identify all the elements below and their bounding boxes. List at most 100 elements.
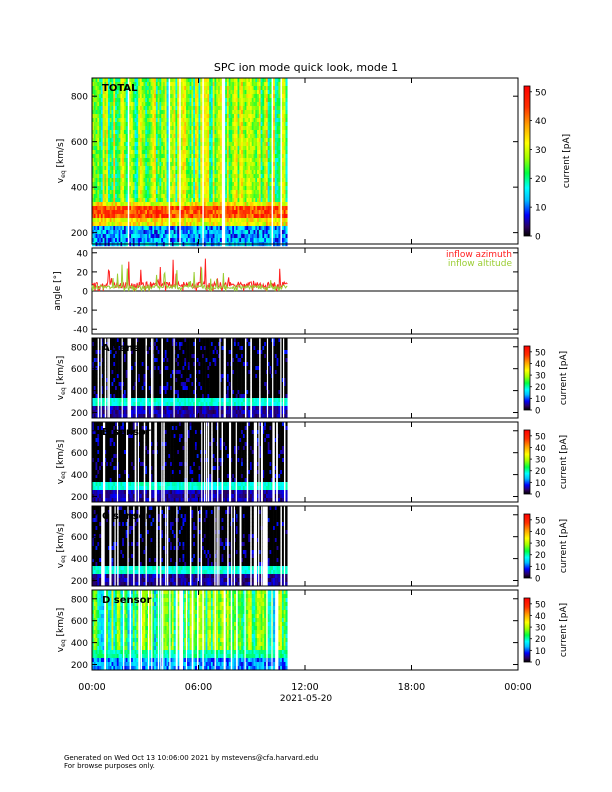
a-panel-cell [111,406,114,411]
total-panel-cell [113,154,116,159]
a-panel-cell [120,354,123,359]
total-panel-cell [138,86,141,91]
a-panel-cell [134,386,137,391]
total-panel-cell [131,102,134,107]
total-panel-cell [191,146,194,151]
total-panel-cell [111,150,114,155]
total-panel-cell [163,194,166,199]
total-panel-cell [131,114,134,119]
total-panel-cell [107,218,111,223]
total-panel-cell [203,130,206,135]
total-panel-cell [120,202,123,207]
total-panel-cell [93,190,96,195]
a-panel-cell [154,398,157,403]
total-panel-cell [115,122,118,127]
total-panel-cell [154,146,157,151]
a-panel-cell [116,402,119,407]
total-panel-cell [93,226,96,231]
total-panel-cell [251,218,254,223]
total-panel-cell [113,90,116,95]
total-panel-cell [134,146,137,151]
total-panel-cell [166,162,169,167]
total-panel-cell [193,182,196,187]
total-panel-cell [106,166,109,171]
total-panel-cell [148,158,151,163]
total-panel-cell [216,182,219,187]
total-panel-cell [251,98,254,103]
a-panel-cell [106,374,109,379]
total-panel-cell [212,138,215,143]
total-panel-cell [264,230,267,235]
total-panel-cell [207,114,210,119]
total-panel-cell [136,230,139,235]
total-panel-cell [207,174,210,179]
total-panel-cell [100,82,103,87]
total-panel-cell [95,134,98,139]
total-panel-cell [200,82,203,87]
total-panel-cell [122,94,125,99]
total-panel-cell [111,222,114,227]
total-panel-cell [239,102,242,107]
total-panel-cell [269,126,272,131]
total-panel-cell [99,158,102,163]
total-panel-cell [184,126,187,131]
total-panel-cell [134,78,137,83]
total-panel-cell [155,226,158,231]
total-panel-cell [136,110,139,115]
total-panel-cell [134,186,137,191]
a-panel-cell [115,338,118,343]
total-panel-cell [125,158,128,163]
total-panel-cell [285,146,288,151]
total-panel-cell [255,178,258,183]
total-panel-cell [241,226,244,231]
a-panel-cell [154,406,157,411]
total-panel-cell [93,138,96,143]
total-panel-cell [113,210,116,215]
total-panel-cell [276,194,279,199]
total-panel-cell [138,202,141,207]
total-panel-cell [157,234,160,239]
a-panel-cell [125,398,128,403]
total-panel-cell [281,238,284,243]
total-panel-cell [123,82,127,87]
total-panel-cell [125,130,128,135]
total-panel-cell [173,170,176,175]
total-panel-cell [194,222,198,227]
total-panel-cell [129,82,132,87]
total-panel-cell [159,186,162,191]
total-panel-cell [196,154,199,159]
a-panel-cell [106,410,109,415]
a-panel-cell [92,414,95,419]
total-panel-cell [225,142,228,147]
total-panel-cell [182,94,185,99]
a-panel-cell [154,382,157,387]
total-panel-cell [260,214,263,219]
total-panel-cell [147,226,150,231]
total-panel-cell [276,106,279,111]
total-panel-cell [164,150,167,155]
total-panel-cell [139,106,142,111]
total-panel-cell [193,126,196,131]
total-panel-cell [145,138,148,143]
total-panel-cell [276,218,279,223]
total-panel-cell [267,78,270,83]
total-panel-cell [246,122,249,127]
total-panel-cell [249,166,253,171]
total-panel-cell [232,174,235,179]
total-panel-cell [230,198,233,203]
total-panel-cell [267,186,270,191]
total-panel-cell [131,182,134,187]
total-panel-cell [285,190,288,195]
total-panel-cell [260,146,263,151]
total-panel-cell [138,110,141,115]
total-panel-cell [109,102,112,107]
total-panel-cell [171,146,174,151]
total-panel-cell [92,226,95,231]
total-panel-cell [131,226,134,231]
total-panel-cell [95,174,98,179]
a-panel-cell [93,362,96,367]
total-panel-cell [248,98,251,103]
total-panel-cell [116,238,119,243]
total-panel-cell [184,234,187,239]
total-panel-cell [177,226,180,231]
